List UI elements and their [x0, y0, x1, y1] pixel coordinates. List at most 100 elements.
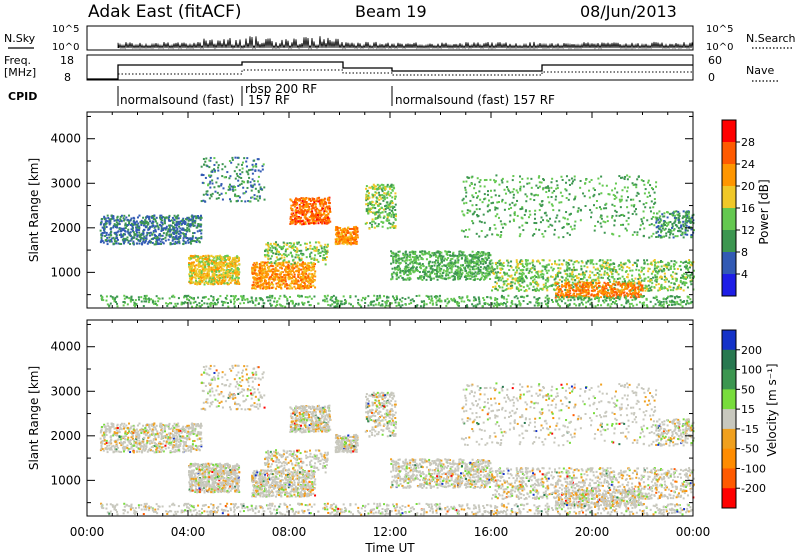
power-cell [270, 261, 273, 264]
power-cell [321, 222, 324, 225]
power-cell [334, 238, 337, 241]
power-cell [390, 213, 393, 216]
power-cell [495, 263, 498, 266]
power-cell [474, 265, 477, 268]
power-cell [689, 280, 692, 283]
power-cell [284, 275, 287, 278]
power-cell [660, 286, 663, 289]
power-cell [101, 231, 104, 234]
power-cell [145, 221, 148, 224]
power-cell [597, 286, 600, 289]
power-cell [511, 286, 514, 289]
power-cell [568, 284, 571, 287]
power-cell [251, 266, 254, 269]
power-cell [291, 282, 294, 285]
power-cell [281, 271, 284, 274]
power-cell [525, 264, 528, 267]
power-cell [401, 276, 404, 279]
power-cell [218, 261, 221, 264]
power-cell [144, 239, 147, 242]
power-cell [484, 276, 487, 279]
power-cell [641, 288, 644, 291]
power-cell [105, 222, 108, 225]
power-cell [227, 264, 230, 267]
power-cell [600, 267, 603, 270]
power-cell [532, 281, 535, 284]
power-cell [439, 272, 442, 275]
power-cell [485, 276, 488, 279]
power-cell [451, 254, 454, 257]
power-cell [252, 263, 255, 266]
power-cell [540, 270, 543, 273]
power-cell [308, 216, 311, 219]
power-cell [120, 220, 123, 223]
power-cell [392, 184, 395, 187]
power-cell [682, 275, 685, 278]
power-cell [142, 240, 145, 243]
power-cell [603, 281, 606, 284]
power-cell [603, 287, 606, 290]
power-cell [557, 270, 560, 273]
power-cell [117, 230, 120, 233]
power-cell [116, 231, 119, 234]
power-cell [469, 277, 472, 280]
power-cell [163, 218, 166, 221]
power-cell [436, 278, 439, 281]
power-cell [285, 283, 288, 286]
power-cell [189, 279, 192, 282]
power-cell [274, 273, 277, 276]
power-cell [253, 278, 256, 281]
power-cell [583, 276, 586, 279]
power-cell [302, 197, 305, 200]
power-cell [190, 278, 193, 281]
power-cell [100, 240, 103, 243]
power-cell [663, 264, 666, 267]
power-cell [323, 222, 326, 225]
power-cell [437, 259, 440, 262]
power-cell [299, 199, 302, 202]
power-cell [453, 278, 456, 281]
power-cell [657, 261, 660, 264]
power-cell [307, 275, 310, 278]
power-cell [305, 246, 308, 249]
power-cell [177, 214, 180, 217]
power-cell [618, 294, 621, 297]
power-cell [310, 286, 313, 289]
power-cell [170, 233, 173, 236]
power-cell [324, 252, 327, 255]
power-cell [503, 271, 506, 274]
power-cell [452, 252, 455, 255]
power-cell [278, 263, 281, 266]
power-cell [483, 266, 486, 269]
power-cell [257, 269, 260, 272]
power-cell [498, 277, 501, 280]
power-cell [118, 223, 121, 226]
power-cell [555, 275, 558, 278]
power-cell [256, 266, 259, 269]
power-cell [138, 242, 141, 245]
power-cell [206, 271, 209, 274]
power-cell [118, 220, 121, 223]
power-cell [268, 262, 271, 265]
power-cell [208, 262, 211, 265]
power-cell [327, 199, 330, 202]
power-cell [374, 217, 377, 220]
power-cell [377, 216, 380, 219]
power-cell [527, 271, 530, 274]
power-cell [568, 285, 571, 288]
power-cell [394, 218, 397, 221]
power-cell [559, 288, 562, 291]
power-cell [462, 251, 465, 254]
power-cell [610, 286, 613, 289]
power-cell [142, 220, 145, 223]
power-cell [657, 289, 660, 292]
power-cell [445, 270, 448, 273]
power-cell [129, 223, 132, 226]
power-cell [490, 270, 493, 273]
power-cell [556, 282, 559, 285]
power-cell [667, 280, 670, 283]
power-cell [391, 205, 394, 208]
power-cell [467, 271, 470, 274]
power-cell [405, 257, 408, 260]
power-cell [122, 232, 125, 235]
